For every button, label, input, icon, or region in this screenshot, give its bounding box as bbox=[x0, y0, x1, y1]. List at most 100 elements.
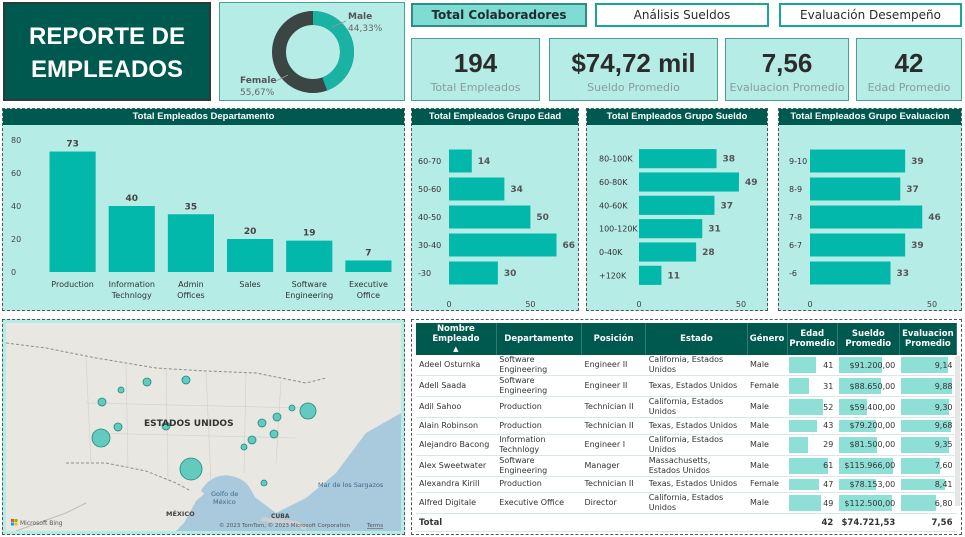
map-bubble[interactable] bbox=[257, 418, 267, 428]
map-bubble[interactable] bbox=[113, 422, 123, 432]
map-bubble[interactable] bbox=[240, 443, 248, 451]
kpi-label: Total Empleados bbox=[430, 81, 521, 94]
cell-estado: California, Estados Unidos bbox=[645, 396, 748, 418]
col-genero[interactable]: Género bbox=[747, 323, 788, 355]
cell-value: 29 bbox=[823, 440, 834, 449]
bar--6[interactable] bbox=[810, 261, 891, 285]
map-bubble[interactable] bbox=[269, 429, 279, 439]
cell-sueldo: $79.200,00 bbox=[837, 417, 900, 435]
bar-100-120K[interactable] bbox=[639, 219, 703, 239]
y-tick-label: 80-100K bbox=[599, 155, 633, 164]
map-canvas[interactable]: ESTADOS UNIDOS MÉXICO Golfo de México Mar… bbox=[5, 323, 401, 532]
y-tick-label: 9-10 bbox=[789, 157, 807, 166]
tab-analisis-sueldos[interactable]: Análisis Sueldos bbox=[595, 3, 769, 27]
bar-60-70[interactable] bbox=[449, 149, 472, 173]
map-bubble[interactable] bbox=[247, 435, 257, 445]
cell-value: 41 bbox=[823, 360, 834, 370]
table-row[interactable]: Alfred Digitale Executive Office Director C… bbox=[416, 492, 957, 514]
map-bubble[interactable] bbox=[97, 397, 107, 407]
cell-eval: 6,80 bbox=[899, 492, 957, 514]
bar-production[interactable] bbox=[49, 151, 96, 272]
cell-value: 9,35 bbox=[934, 440, 953, 449]
male-pct: 44,33% bbox=[348, 24, 383, 34]
table-row[interactable]: Adeel Osturnka Software Engineering Engine… bbox=[416, 355, 957, 376]
map-bubble[interactable] bbox=[260, 479, 268, 487]
map-bubble[interactable] bbox=[181, 375, 191, 385]
cell-eval: 9,68 bbox=[899, 417, 957, 435]
cell-posicion: Engineer II bbox=[581, 375, 646, 397]
x-tick-label: 50 bbox=[525, 300, 535, 309]
bar-software-engineering[interactable] bbox=[286, 240, 333, 272]
gender-donut-card: Male 44,33% Female 55,67% bbox=[219, 2, 405, 101]
map-bubble[interactable] bbox=[117, 386, 125, 394]
y-tick-label: 40-50 bbox=[418, 213, 441, 222]
cell-sueldo: $115.966,00 bbox=[837, 455, 900, 477]
sort-asc-icon[interactable]: ▲ bbox=[453, 345, 459, 353]
cell-eval: 9,35 bbox=[899, 434, 957, 456]
map-terms-link[interactable]: Terms bbox=[366, 523, 383, 529]
bar--30[interactable] bbox=[449, 261, 498, 285]
map-bubble[interactable] bbox=[161, 421, 171, 431]
cell-estado: Texas, Estados Unidos bbox=[645, 375, 748, 397]
data-bar bbox=[901, 478, 945, 490]
bar-6-7[interactable] bbox=[810, 233, 906, 257]
map-bubble[interactable] bbox=[179, 457, 203, 481]
map-bubble[interactable] bbox=[272, 412, 282, 422]
total-sueldo: $74.721,53 bbox=[837, 513, 900, 532]
data-bar bbox=[839, 378, 881, 394]
bar-40-60K[interactable] bbox=[639, 195, 715, 215]
tab-total-colaboradores[interactable]: Total Colaboradores bbox=[411, 3, 587, 27]
map-panel[interactable]: ESTADOS UNIDOS MÉXICO Golfo de México Mar… bbox=[2, 319, 405, 535]
map-bubble[interactable] bbox=[91, 428, 111, 448]
bar-60-80K[interactable] bbox=[639, 172, 739, 192]
tab-evaluacion-desempeno[interactable]: Evaluación Desempeño bbox=[779, 3, 962, 27]
table-row[interactable]: Alex Sweetwater Software Engineering Manag… bbox=[416, 455, 957, 477]
x-tick-label: Software Engineering bbox=[285, 280, 333, 300]
col-estado[interactable]: Estado bbox=[645, 323, 748, 355]
kpi-value: $74,72 mil bbox=[571, 48, 696, 78]
col-posicion[interactable]: Posición bbox=[581, 323, 647, 355]
data-label: 66 bbox=[562, 241, 575, 251]
donut-slice-male[interactable] bbox=[272, 11, 354, 93]
bar--120K[interactable] bbox=[639, 265, 662, 285]
chart-title: Total Empleados Grupo Edad bbox=[412, 109, 578, 125]
col-edad-promedio[interactable]: Edad Promedio bbox=[787, 323, 838, 355]
table-row[interactable]: Alejandro Bacong Information Technlogy Eng… bbox=[416, 434, 957, 456]
table-row[interactable]: Alain Robinson Production Technician II Tex… bbox=[416, 417, 957, 435]
map-bubble[interactable] bbox=[142, 377, 152, 387]
map-label-mexico: MÉXICO bbox=[166, 509, 195, 518]
table-row[interactable]: Adell Saada Software Engineering Engineer … bbox=[416, 375, 957, 397]
x-tick-label: Executive Office bbox=[349, 280, 388, 300]
bar-0-40K[interactable] bbox=[639, 242, 697, 262]
cell-edad: 47 bbox=[787, 476, 838, 493]
cell-genero: Female bbox=[747, 375, 788, 397]
data-label: 37 bbox=[906, 185, 919, 195]
col-nombre-empleado[interactable]: Nombre Empleado ▲ bbox=[416, 323, 497, 355]
col-evaluacion-promedio[interactable]: Evaluacion Promedio bbox=[899, 323, 958, 355]
bar-8-9[interactable] bbox=[810, 177, 901, 201]
cell-genero: Male bbox=[747, 417, 788, 435]
col-departamento[interactable]: Departamento bbox=[496, 323, 583, 355]
map-bubble[interactable] bbox=[299, 402, 317, 420]
table-row[interactable]: Alexandra Kirill Production Technician II T… bbox=[416, 476, 957, 493]
cell-eval: 7,60 bbox=[899, 455, 957, 477]
bar-executive-office[interactable] bbox=[345, 260, 392, 272]
y-tick-label: -6 bbox=[789, 269, 797, 278]
col-sueldo-promedio[interactable]: Sueldo Promedio bbox=[837, 323, 900, 355]
bar-80-100K[interactable] bbox=[639, 149, 717, 169]
bar-40-50[interactable] bbox=[449, 205, 531, 229]
bar-9-10[interactable] bbox=[810, 149, 906, 173]
bar-50-60[interactable] bbox=[449, 177, 505, 201]
bar-7-8[interactable] bbox=[810, 205, 923, 229]
bar-sales[interactable] bbox=[227, 239, 274, 272]
data-label: 31 bbox=[708, 225, 721, 235]
cell-value: 9,14 bbox=[934, 360, 953, 370]
table-row[interactable]: Adil Sahoo Production Technician II Califor… bbox=[416, 396, 957, 418]
cell-value: $81.500,00 bbox=[849, 440, 896, 449]
bar-admin-offices[interactable] bbox=[167, 214, 214, 272]
x-tick-label: Production bbox=[51, 280, 94, 289]
map-bubble[interactable] bbox=[288, 404, 296, 412]
table-scrollbar[interactable] bbox=[955, 356, 960, 506]
bar-30-40[interactable] bbox=[449, 233, 557, 257]
bar-information-technlogy[interactable] bbox=[108, 206, 155, 272]
